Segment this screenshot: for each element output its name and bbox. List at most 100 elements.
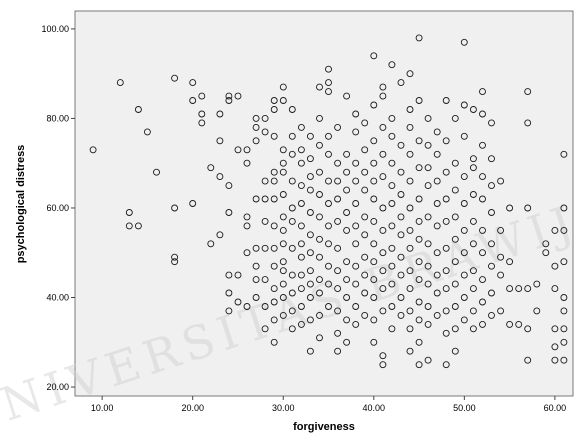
data-point xyxy=(497,253,505,261)
data-point xyxy=(279,97,287,104)
data-point xyxy=(479,249,486,257)
data-point xyxy=(397,168,405,176)
data-point xyxy=(279,146,287,154)
data-point xyxy=(279,240,287,248)
data-point xyxy=(515,285,523,293)
data-point xyxy=(506,285,514,293)
data-point xyxy=(270,106,278,113)
data-point xyxy=(406,177,414,185)
data-point xyxy=(524,285,532,293)
data-point xyxy=(297,240,305,248)
data-point xyxy=(379,361,387,369)
data-point xyxy=(370,338,378,346)
data-point xyxy=(270,298,278,306)
data-point xyxy=(306,132,314,140)
data-point xyxy=(270,132,278,140)
data-point xyxy=(542,240,550,248)
data-point xyxy=(370,258,378,266)
data-point xyxy=(451,280,459,288)
data-point xyxy=(424,240,432,248)
data-point xyxy=(415,217,423,225)
data-point xyxy=(424,356,432,364)
data-point xyxy=(297,285,305,293)
data-point xyxy=(316,191,323,198)
data-point xyxy=(143,128,151,136)
data-point xyxy=(343,209,351,216)
data-point xyxy=(488,209,495,216)
data-point xyxy=(270,222,278,230)
data-point xyxy=(406,226,414,234)
data-point xyxy=(171,253,179,261)
data-point xyxy=(506,320,514,328)
data-point xyxy=(343,316,351,324)
data-point xyxy=(406,70,414,78)
data-point xyxy=(343,186,351,194)
data-point xyxy=(551,325,559,333)
data-point xyxy=(433,249,441,257)
data-point xyxy=(397,253,405,261)
data-point xyxy=(189,79,197,87)
data-point xyxy=(479,173,486,181)
data-point xyxy=(415,137,423,145)
data-point xyxy=(551,262,559,270)
data-point xyxy=(288,289,296,297)
data-point xyxy=(334,307,342,315)
data-point xyxy=(352,280,360,288)
data-point xyxy=(352,320,360,328)
data-point xyxy=(270,244,278,252)
data-point xyxy=(442,361,450,369)
data-point xyxy=(379,150,387,158)
data-point xyxy=(316,213,323,221)
data-point xyxy=(370,240,378,248)
data-point xyxy=(388,182,396,190)
data-point xyxy=(334,329,342,337)
data-point xyxy=(442,97,450,104)
data-point xyxy=(270,97,278,104)
data-point xyxy=(424,114,432,122)
data-point xyxy=(415,361,423,369)
data-point xyxy=(497,226,505,234)
data-point xyxy=(316,276,323,284)
data-point xyxy=(388,303,396,310)
data-point xyxy=(506,258,514,266)
data-point xyxy=(171,204,179,212)
data-point xyxy=(379,123,387,131)
data-point xyxy=(379,352,387,360)
data-point xyxy=(560,338,568,346)
data-point xyxy=(316,141,323,149)
data-point xyxy=(334,159,342,167)
axis-ticks: 10.00 20.00 30.00 40.00 50.00 60.00 20.00 40.00… xyxy=(41,24,566,413)
data-point xyxy=(325,65,332,73)
data-point xyxy=(460,173,468,181)
data-point xyxy=(279,226,287,234)
data-point xyxy=(252,114,260,122)
data-point xyxy=(433,289,441,297)
data-point xyxy=(361,253,369,261)
data-point xyxy=(352,177,360,185)
data-point xyxy=(261,276,269,284)
data-point xyxy=(442,267,450,275)
data-point xyxy=(334,244,342,252)
data-point xyxy=(306,294,314,301)
data-point xyxy=(325,79,332,87)
data-point xyxy=(288,271,296,279)
data-point xyxy=(325,88,332,96)
data-point xyxy=(469,155,477,163)
data-point xyxy=(497,177,505,185)
data-point xyxy=(551,226,559,234)
data-point xyxy=(469,267,477,275)
data-point xyxy=(261,217,269,225)
x-axis-title: forgiveness xyxy=(293,421,355,433)
y-tick-label: 60.00 xyxy=(46,203,69,213)
data-point xyxy=(560,226,568,234)
y-tick-label: 40.00 xyxy=(46,293,69,303)
data-point xyxy=(469,325,477,333)
data-point xyxy=(442,195,450,203)
data-point xyxy=(433,222,441,230)
data-point xyxy=(334,347,342,355)
data-point xyxy=(288,106,296,113)
data-point xyxy=(479,320,486,328)
data-point xyxy=(270,338,278,346)
data-point xyxy=(370,52,378,60)
data-point xyxy=(488,262,495,270)
